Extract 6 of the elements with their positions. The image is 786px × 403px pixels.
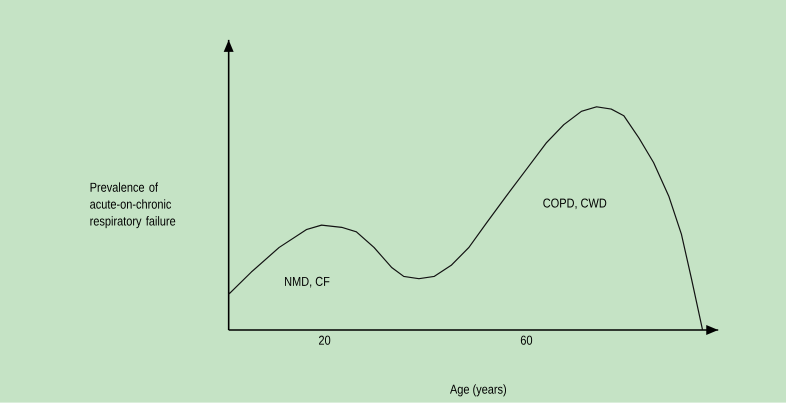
x-tick-label: 60 xyxy=(520,336,532,345)
x-axis-title: Age (years) xyxy=(450,384,506,396)
annotation: COPD, CWD xyxy=(543,198,606,210)
x-tick-label: 20 xyxy=(319,336,330,345)
annotation: NMD, CF xyxy=(285,276,330,288)
y-axis-title: Prevalence of acute-on-chronic respiratory failure xyxy=(90,182,176,228)
